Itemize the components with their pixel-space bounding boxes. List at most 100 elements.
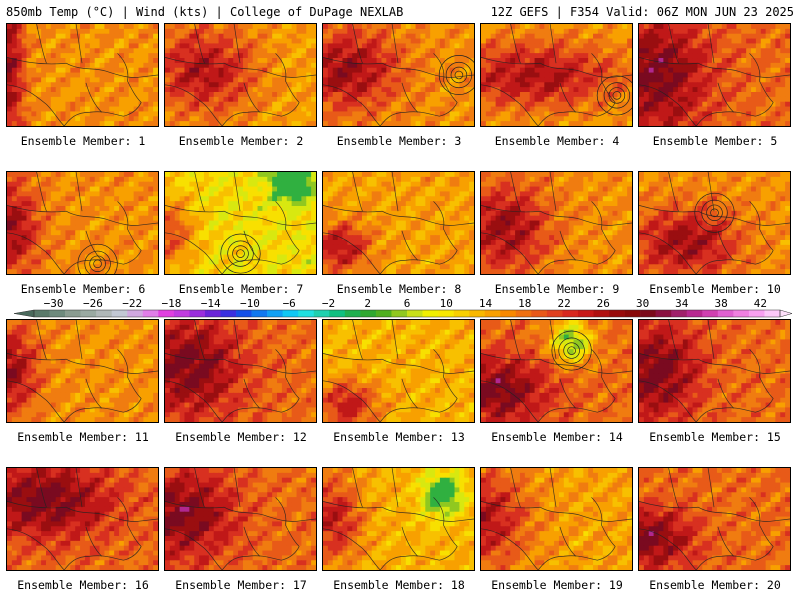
ensemble-member-label: Ensemble Member: 19 <box>491 578 623 592</box>
ensemble-member-label: Ensemble Member: 6 <box>20 282 146 296</box>
colorbar-segment <box>438 310 454 317</box>
colorbar-segment <box>422 310 439 317</box>
ensemble-member-label: Ensemble Member: 5 <box>652 134 778 148</box>
ensemble-member-map <box>6 23 159 127</box>
colorbar-segment <box>298 310 315 317</box>
colorbar-segment <box>344 310 361 317</box>
colorbar-segment <box>733 310 750 317</box>
temperature-field <box>481 468 632 570</box>
colorbar-segment <box>251 310 268 317</box>
colorbar-tick-label: −18 <box>161 297 181 310</box>
temperature-field <box>323 24 474 126</box>
colorbar-segment <box>531 310 548 317</box>
ensemble-member-map <box>322 23 475 127</box>
temperature-field <box>165 24 316 126</box>
colorbar-tick-label: 18 <box>518 297 531 310</box>
temperature-field <box>165 468 316 570</box>
colorbar-tick-label: 42 <box>754 297 767 310</box>
ensemble-member-label: Ensemble Member: 12 <box>175 430 307 444</box>
ensemble-member-map <box>322 319 475 423</box>
temperature-field <box>7 320 158 422</box>
colorbar-segment <box>267 310 283 317</box>
ensemble-member-map <box>164 171 317 275</box>
ensemble-member-map <box>322 467 475 571</box>
colorbar-tick-label: 26 <box>597 297 610 310</box>
colorbar-segment <box>702 310 719 317</box>
colorbar-segment <box>577 310 594 317</box>
temperature-field <box>7 24 158 126</box>
ensemble-member-label: Ensemble Member: 17 <box>175 578 307 592</box>
colorbar-segment <box>375 310 392 317</box>
temperature-field <box>323 172 474 274</box>
colorbar-segment <box>360 310 377 317</box>
ensemble-member-label: Ensemble Member: 3 <box>336 134 462 148</box>
colorbar-segment <box>220 310 237 317</box>
colorbar-tick-label: −22 <box>122 297 142 310</box>
model-run-info: 12Z GEFS | F354 Valid: 06Z MON JUN 23 20… <box>490 5 794 19</box>
colorbar-segment <box>764 310 781 317</box>
colorbar-tick-label: 10 <box>440 297 453 310</box>
colorbar-segment <box>173 310 190 317</box>
ensemble-member-map <box>6 319 159 423</box>
colorbar-segment <box>453 310 470 317</box>
ensemble-member-map <box>638 171 791 275</box>
chart-title: 850mb Temp (°C) | Wind (kts) | College o… <box>6 5 404 19</box>
colorbar-segment <box>158 310 175 317</box>
ensemble-member-map <box>164 319 317 423</box>
colorbar-segment <box>515 310 532 317</box>
temperature-field <box>639 468 790 570</box>
ensemble-member-map <box>6 171 159 275</box>
colorbar-segment <box>748 310 765 317</box>
colorbar-segment <box>236 310 252 317</box>
ensemble-member-map <box>638 23 791 127</box>
colorbar-tick-label: 22 <box>557 297 570 310</box>
ensemble-member-label: Ensemble Member: 13 <box>333 430 465 444</box>
ensemble-member-map <box>480 23 633 127</box>
temperature-field <box>165 172 316 274</box>
colorbar-segment <box>484 310 501 317</box>
colorbar-segment <box>562 310 579 317</box>
colorbar-segment <box>127 310 144 317</box>
ensemble-member-label: Ensemble Member: 1 <box>20 134 146 148</box>
ensemble-member-label: Ensemble Member: 9 <box>494 282 620 296</box>
colorbar-tick-label: −14 <box>201 297 221 310</box>
colorbar-tick-label: 6 <box>404 297 411 310</box>
temperature-field <box>323 468 474 570</box>
colorbar-segment <box>49 310 66 317</box>
colorbar-segment <box>204 310 221 317</box>
ensemble-member-label: Ensemble Member: 16 <box>17 578 149 592</box>
temperature-field <box>7 468 158 570</box>
colorbar-segment <box>111 310 128 317</box>
ensemble-member-label: Ensemble Member: 10 <box>649 282 781 296</box>
colorbar-segment <box>142 310 159 317</box>
ensemble-member-map <box>480 319 633 423</box>
ensemble-member-map <box>6 467 159 571</box>
colorbar-segment <box>717 310 734 317</box>
colorbar-segment <box>593 310 610 317</box>
colorbar-segment <box>671 310 688 317</box>
colorbar-segment <box>686 310 703 317</box>
ensemble-member-map <box>164 467 317 571</box>
colorbar-segment <box>80 310 97 317</box>
temperature-field <box>165 320 316 422</box>
temperature-colorbar: −30 −26 −22 −18 −14 −10 −6 −2 2 6 10 14 18 22 26 30 34 38… <box>13 297 793 318</box>
temperature-field <box>323 320 474 422</box>
ensemble-member-label: Ensemble Member: 18 <box>333 578 465 592</box>
temperature-field <box>7 172 158 274</box>
temperature-field <box>481 172 632 274</box>
colorbar-tick-label: 2 <box>364 297 371 310</box>
colorbar-segment <box>329 310 346 317</box>
colorbar-segment <box>500 310 517 317</box>
temperature-field <box>481 24 632 126</box>
ensemble-member-map <box>164 23 317 127</box>
temperature-field <box>639 24 790 126</box>
ensemble-member-label: Ensemble Member: 2 <box>178 134 304 148</box>
colorbar-segment <box>469 310 486 317</box>
colorbar-tick-label: −26 <box>83 297 103 310</box>
colorbar-segment <box>407 310 423 317</box>
colorbar-segment <box>65 310 81 317</box>
colorbar-segment <box>546 310 563 317</box>
ensemble-member-label: Ensemble Member: 14 <box>491 430 623 444</box>
colorbar-segment <box>609 310 625 317</box>
colorbar-tick-label: 14 <box>479 297 493 310</box>
